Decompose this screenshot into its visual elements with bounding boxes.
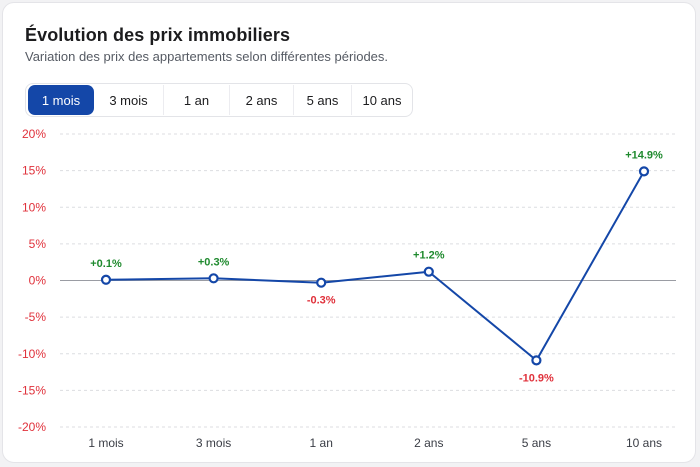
chart-card: Évolution des prix immobiliers Variation… [2, 2, 696, 463]
data-label: +0.3% [198, 256, 230, 268]
data-point [316, 277, 327, 288]
y-tick-label: 10% [22, 200, 46, 214]
data-point [208, 273, 219, 284]
data-label: -10.9% [519, 372, 554, 384]
y-tick-label: 15% [22, 164, 46, 178]
tab-2-ans[interactable]: 2 ans [230, 85, 294, 115]
y-tick-label: -5% [25, 310, 47, 324]
series-line [105, 170, 645, 362]
x-tick-label: 3 mois [196, 436, 231, 450]
x-tick-label: 5 ans [522, 436, 551, 450]
data-point [638, 166, 650, 177]
y-tick-label: 0% [29, 274, 47, 288]
y-tick-label: -20% [18, 420, 46, 434]
data-label: +14.9% [625, 149, 663, 161]
data-label: +1.2% [413, 250, 445, 262]
data-label: +0.1% [90, 258, 122, 270]
tab-3-mois[interactable]: 3 mois [94, 85, 164, 115]
y-tick-label: -15% [18, 383, 46, 397]
x-tick-label: 2 ans [414, 436, 443, 450]
tab-1-mois[interactable]: 1 mois [28, 85, 94, 115]
tab-1-an[interactable]: 1 an [164, 85, 230, 115]
x-tick-label: 1 mois [88, 436, 123, 450]
y-tick-label: -10% [18, 347, 46, 361]
y-tick-label: 5% [29, 237, 47, 251]
data-point [531, 355, 542, 366]
chart-subtitle: Variation des prix des appartements selo… [25, 49, 389, 64]
data-point [100, 274, 112, 285]
tab-10-ans[interactable]: 10 ans [362, 92, 402, 108]
y-tick-label: 20% [22, 127, 46, 141]
x-tick-label: 10 ans [626, 436, 662, 450]
data-point [423, 266, 434, 277]
period-tabs: 1 mois 3 mois 1 an 2 ans 5 ans 10 ans [25, 83, 413, 117]
data-label: -0.3% [307, 295, 336, 307]
x-tick-label: 1 an [310, 436, 333, 450]
chart-title: Évolution des prix immobiliers [25, 25, 291, 45]
tab-5-ans[interactable]: 5 ans [294, 85, 352, 115]
